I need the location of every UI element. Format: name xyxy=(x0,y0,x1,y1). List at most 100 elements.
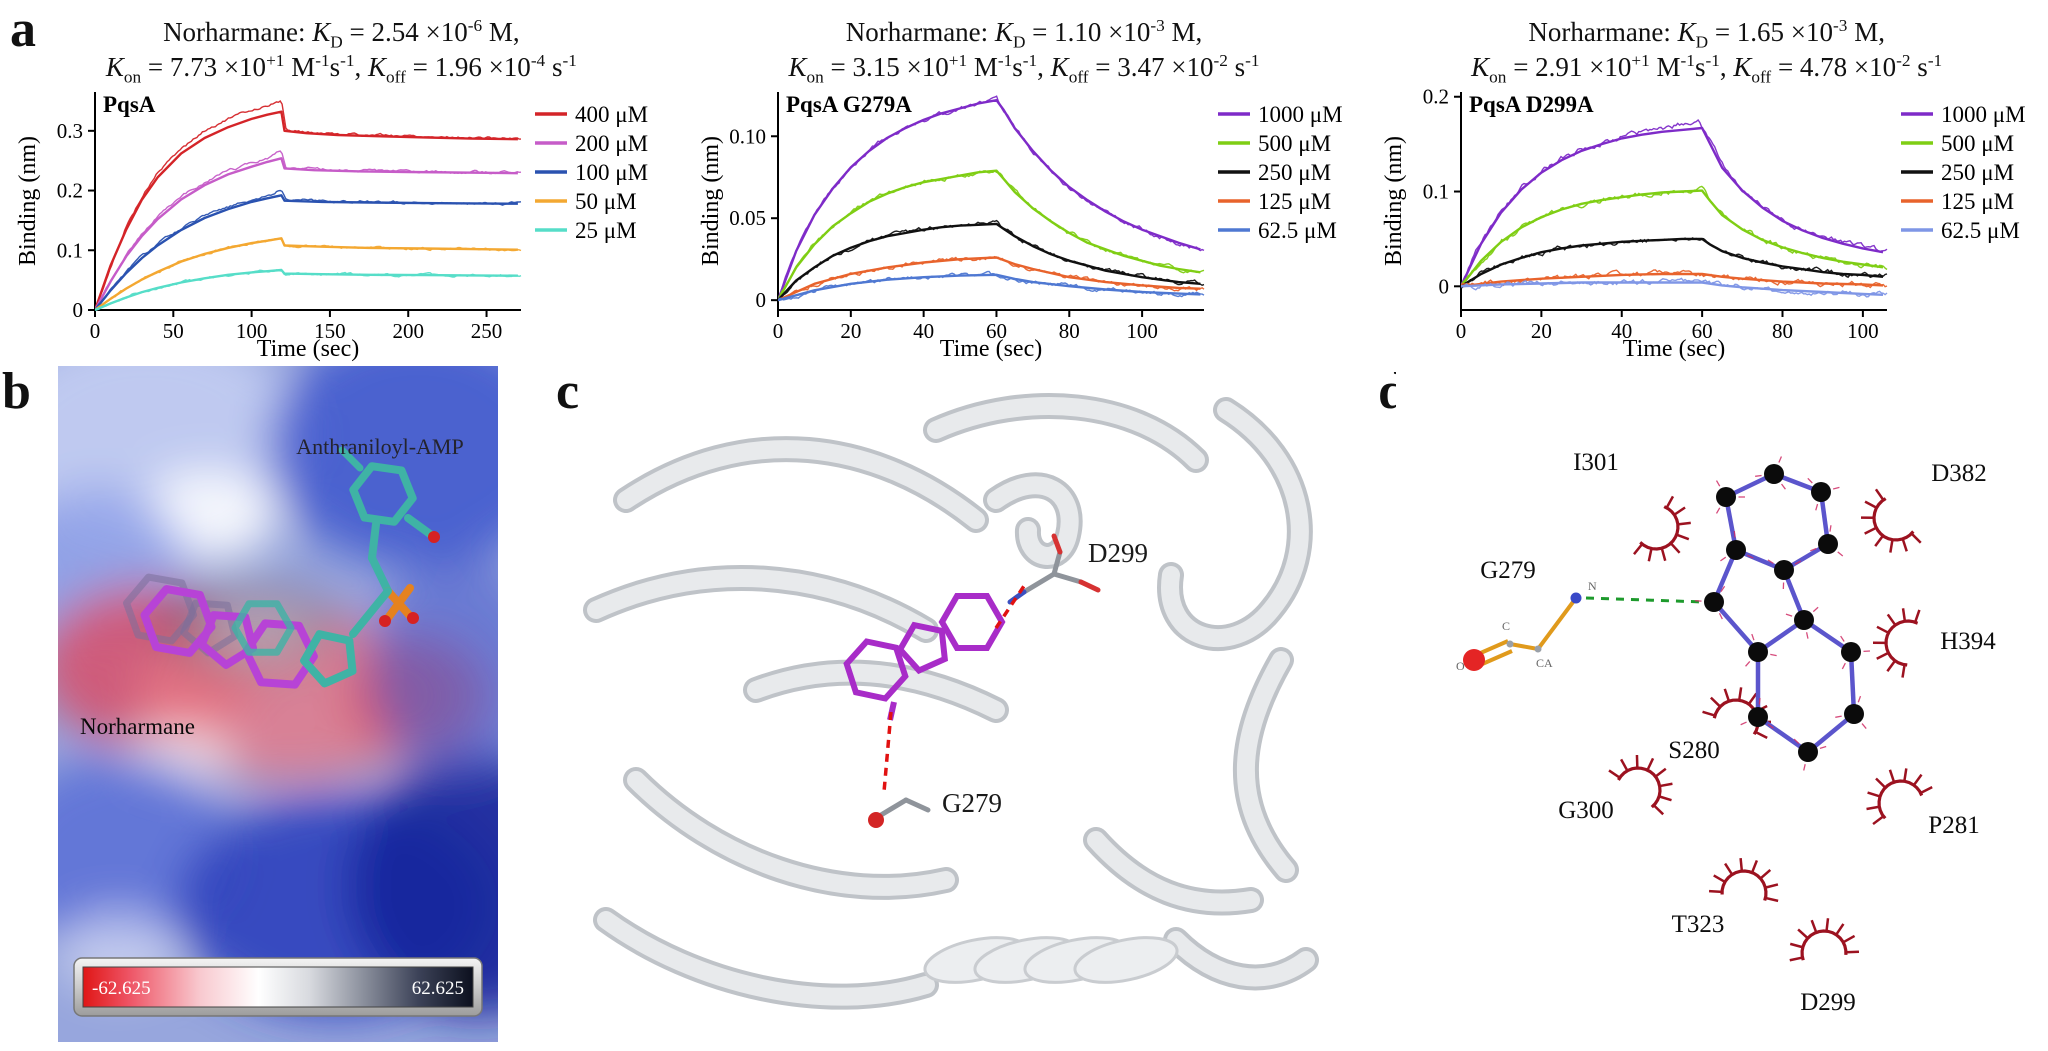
c-o-double-bond xyxy=(1479,649,1513,667)
x-tick-label: 60 xyxy=(986,319,1007,343)
raw-trace xyxy=(95,269,522,311)
y-axis-title: Binding (nm) xyxy=(1381,136,1407,266)
residue-name-label: H394 xyxy=(1940,628,1996,655)
ligand-contact-spoke xyxy=(1841,662,1846,670)
ligand-contact-spoke xyxy=(1718,612,1723,620)
x-tick-label: 250 xyxy=(471,319,503,343)
ligand-bond xyxy=(1848,651,1857,715)
plot-label: PqsA D299A xyxy=(1469,92,1594,117)
ribbon xyxy=(927,397,1205,469)
ribbon xyxy=(1167,931,1315,987)
ligplot-interaction-panel: I301 D382 H394 P281 D299 T323 G300 S280 O C CA N G27… xyxy=(1396,362,2046,1044)
panel-c-label: c xyxy=(556,363,580,420)
hydrophobic-residue: T323 xyxy=(1672,858,1779,938)
eyelash-spoke xyxy=(1659,782,1673,788)
fit-curve xyxy=(778,256,1201,302)
panel-a-label: a xyxy=(10,1,36,58)
eyelash-arc xyxy=(1639,505,1680,551)
residue-stick xyxy=(1078,579,1101,593)
chart-title-line1: Norharmane: KD = 2.54 ×10-6 M, xyxy=(163,16,520,52)
eyelash-spoke xyxy=(1658,795,1672,802)
eyelash-spoke xyxy=(1901,608,1907,622)
raw-trace xyxy=(1460,185,1888,287)
y-tick-label: 0.05 xyxy=(729,206,766,230)
sensorgram-d299a: 0 20 40 60 80 100 0 0.1 0.2 Time (sec) Binding (nm… xyxy=(1381,85,2026,362)
series-group xyxy=(1460,118,1888,298)
x-axis-title: Time (sec) xyxy=(940,336,1042,362)
legend-label: 62.5 μM xyxy=(1941,218,2020,243)
eyelash-spoke xyxy=(1724,862,1734,876)
ribbon xyxy=(987,476,1079,565)
eyelash-spoke xyxy=(1888,769,1896,783)
series-group xyxy=(778,95,1205,302)
residue-name-label: I301 xyxy=(1573,449,1619,476)
eyelash-spoke xyxy=(1608,769,1621,779)
cartoon-structure-panel: D299 G279 xyxy=(583,393,1319,1010)
residue-label-d299: D299 xyxy=(1088,538,1148,568)
eyelash-spoke xyxy=(1875,777,1887,789)
y-axis-title: Binding (nm) xyxy=(698,136,724,266)
legend-label: 25 μM xyxy=(575,218,637,243)
raw-trace xyxy=(778,95,1205,300)
ligand-atom xyxy=(1818,534,1838,554)
ligand-sticks xyxy=(123,446,440,689)
eyelash-spoke xyxy=(1789,942,1804,949)
chart-title-line1: Norharmane: KD = 1.10 ×10-3 M, xyxy=(845,16,1203,52)
eyelash-spoke xyxy=(1797,928,1809,940)
ligand-contact-spoke xyxy=(1770,653,1777,657)
residue-stick xyxy=(1007,589,1027,605)
ligand-contact-spoke xyxy=(1755,474,1762,477)
raw-trace xyxy=(95,99,522,310)
sensorgram-block-g279a: Norharmane: KD = 1.10 ×10-3 M, Kon = 3.1… xyxy=(683,0,1366,364)
y-tick-label: 0.3 xyxy=(57,119,83,143)
eyelash-spoke xyxy=(1759,868,1772,880)
chart-title-line2: Kon = 2.91 ×10+1 M-1s-1, Koff = 4.78 ×10… xyxy=(1471,51,1943,87)
amp-bond xyxy=(349,587,392,638)
x-axis-title: Time (sec) xyxy=(1622,336,1724,362)
g279-oxygen xyxy=(868,812,884,828)
ligand-contact-spoke xyxy=(1812,606,1819,613)
ligand-contact-spoke xyxy=(1751,633,1755,641)
eyelash-spoke xyxy=(1620,758,1629,772)
sensorgram-g279a: 0 20 40 60 80 100 0 0.05 0.10 Time (sec) Binding (… xyxy=(698,92,1343,362)
ligand-atom xyxy=(1794,610,1814,630)
x-tick-label: 80 xyxy=(1059,319,1080,343)
legend-label: 62.5 μM xyxy=(1258,218,1337,243)
ca-atom-label: CA xyxy=(1536,656,1553,670)
x-tick-label: 60 xyxy=(1691,319,1712,343)
y-tick-label: 0.2 xyxy=(1422,85,1448,109)
residue-name-label: S280 xyxy=(1668,737,1719,764)
residue-stick xyxy=(903,797,931,813)
ligand-contact-spoke xyxy=(1793,738,1800,744)
x-tick-label: 100 xyxy=(236,319,268,343)
eyelash-spoke xyxy=(1750,859,1759,874)
eyelash-arc xyxy=(1617,766,1662,809)
ligand-bond xyxy=(1756,715,1810,754)
eyelash-spoke xyxy=(1910,532,1922,544)
y-tick-label: 0 xyxy=(73,298,84,322)
eyelash-spoke xyxy=(1676,533,1690,541)
eyelash-spoke xyxy=(1713,874,1726,884)
ligand-atom xyxy=(1811,482,1831,502)
residue-stick xyxy=(878,797,909,818)
eyelash-spoke xyxy=(1660,547,1667,562)
x-tick-label: 0 xyxy=(773,319,784,343)
ligand-contact-spoke xyxy=(1720,556,1727,562)
ligand-contact-spoke xyxy=(1733,531,1736,538)
ligand-contact-spoke xyxy=(1794,560,1802,565)
amp-adenine-ring xyxy=(231,600,295,656)
eyelash-spoke xyxy=(1723,688,1731,702)
legend-label: 125 μM xyxy=(1258,189,1331,214)
eyelash-spoke xyxy=(1747,692,1758,705)
helix-turn xyxy=(1073,936,1179,984)
sensorgram-block-d299a: Norharmane: KD = 1.65 ×10-3 M, Kon = 2.9… xyxy=(1365,0,2048,364)
ribbon xyxy=(1237,651,1295,879)
chart-title-line2: Kon = 7.73 ×10+1 M-1s-1, Koff = 1.96 ×10… xyxy=(105,51,577,87)
raw-trace xyxy=(778,270,1205,301)
electrostatic-surface-panel: Anthraniloyl-AMP Norharmane -62.625 62.6… xyxy=(58,366,498,1042)
ligand-contact-spoke xyxy=(1807,477,1813,484)
ligand-contact-spoke xyxy=(1815,503,1819,511)
eyelash-spoke xyxy=(1765,883,1779,889)
eyelash-spoke xyxy=(1647,548,1653,562)
eyelash-spoke xyxy=(1646,757,1655,771)
